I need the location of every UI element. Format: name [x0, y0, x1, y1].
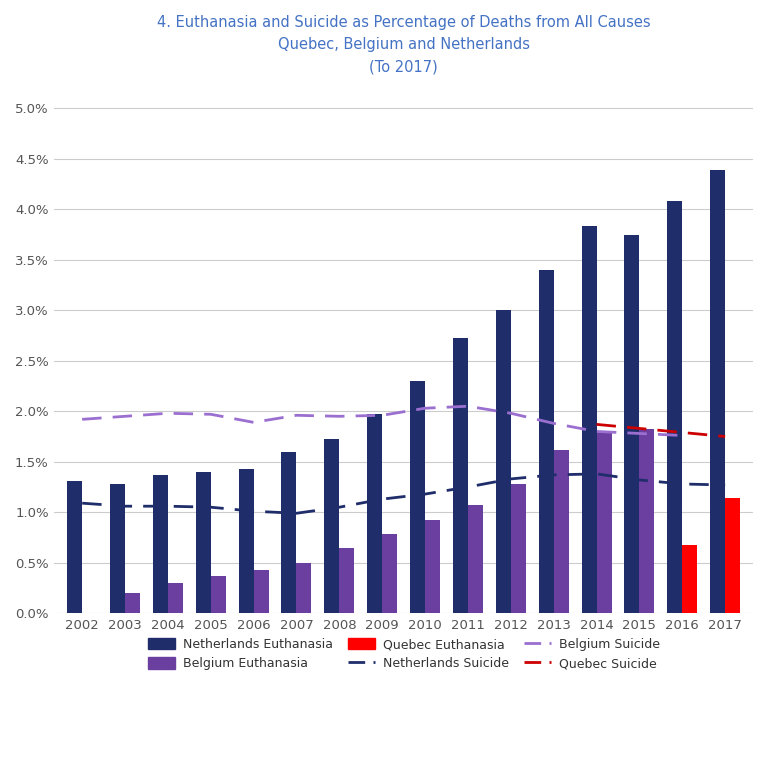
- Bar: [239, 468, 253, 614]
- Bar: [425, 521, 440, 614]
- Bar: [496, 310, 511, 614]
- Bar: [410, 381, 425, 614]
- Bar: [168, 583, 183, 614]
- Bar: [581, 227, 597, 614]
- Bar: [196, 472, 210, 614]
- Bar: [725, 498, 740, 614]
- Bar: [296, 563, 312, 614]
- Bar: [682, 545, 697, 614]
- Bar: [640, 429, 654, 614]
- Bar: [453, 337, 468, 614]
- Bar: [110, 484, 125, 614]
- Bar: [210, 576, 226, 614]
- Bar: [324, 439, 339, 614]
- Bar: [624, 234, 640, 614]
- Bar: [538, 270, 554, 614]
- Bar: [125, 593, 140, 614]
- Bar: [597, 432, 611, 614]
- Bar: [67, 481, 82, 614]
- Bar: [339, 548, 354, 614]
- Title: 4. Euthanasia and Suicide as Percentage of Deaths from All Causes
Quebec, Belgiu: 4. Euthanasia and Suicide as Percentage …: [157, 15, 650, 74]
- Bar: [710, 170, 725, 614]
- Bar: [382, 535, 397, 614]
- Bar: [282, 452, 296, 614]
- Bar: [367, 414, 382, 614]
- Legend: Netherlands Euthanasia, Belgium Euthanasia, Quebec Euthanasia, Netherlands Suici: Netherlands Euthanasia, Belgium Euthanas…: [143, 633, 664, 675]
- Bar: [667, 201, 682, 614]
- Bar: [511, 484, 526, 614]
- Bar: [554, 449, 568, 614]
- Bar: [468, 505, 483, 614]
- Bar: [153, 475, 168, 614]
- Bar: [253, 570, 269, 614]
